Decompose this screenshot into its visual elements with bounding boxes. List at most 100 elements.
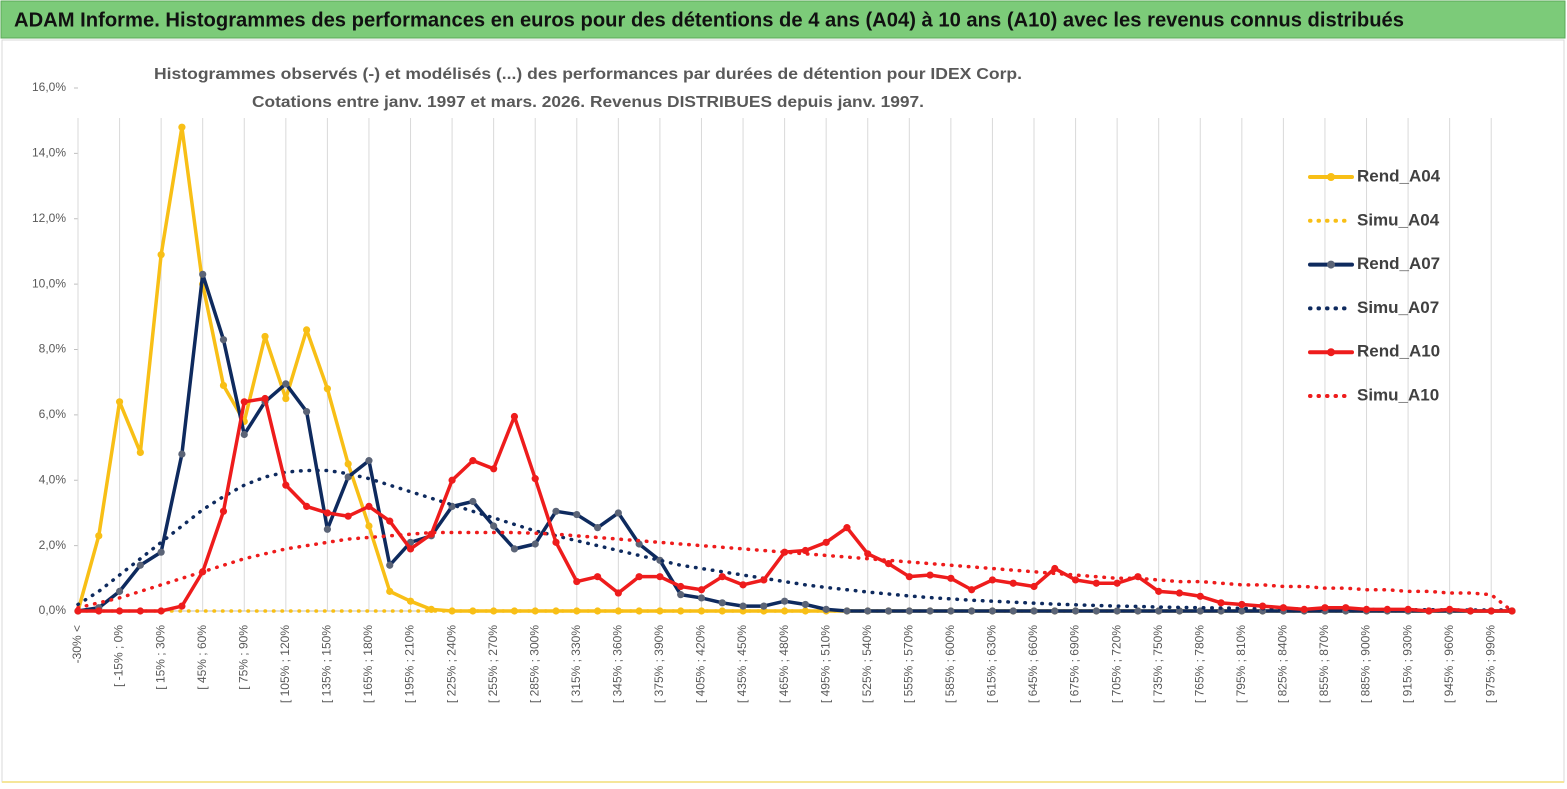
point-marker bbox=[1113, 607, 1121, 615]
x-tick-label: [ 645% ; 660% bbox=[1026, 625, 1040, 703]
point-marker bbox=[864, 607, 872, 615]
x-tick-label: [ 105% ; 120% bbox=[278, 625, 292, 703]
x-tick-label: [ 495% ; 510% bbox=[818, 625, 832, 703]
point-marker bbox=[801, 600, 809, 609]
point-marker bbox=[157, 607, 165, 615]
x-tick-label: [ 945% ; 960% bbox=[1442, 625, 1456, 703]
point-marker bbox=[261, 332, 269, 341]
point-marker bbox=[1466, 607, 1475, 615]
point-marker bbox=[926, 571, 934, 579]
point-marker bbox=[365, 457, 373, 465]
point-marker bbox=[1362, 605, 1371, 613]
point-marker bbox=[947, 607, 955, 615]
point-marker bbox=[677, 582, 685, 591]
point-marker bbox=[905, 607, 913, 615]
x-tick-label: [ 435% ; 450% bbox=[735, 625, 749, 703]
point-marker bbox=[323, 525, 331, 533]
point-marker bbox=[303, 502, 311, 510]
point-marker bbox=[1175, 607, 1184, 615]
x-tick-label: [ 465% ; 480% bbox=[777, 625, 791, 703]
point-marker bbox=[1092, 579, 1100, 587]
point-marker bbox=[344, 512, 352, 520]
point-marker bbox=[282, 380, 290, 388]
y-tick-label: 10,0% bbox=[32, 276, 66, 290]
point-marker bbox=[697, 607, 706, 615]
point-marker bbox=[1425, 607, 1433, 615]
x-tick-label: [ 765% ; 780% bbox=[1192, 625, 1206, 703]
x-tick-label: [ 615% ; 630% bbox=[985, 625, 999, 703]
legend-marker bbox=[1327, 260, 1335, 269]
point-marker bbox=[95, 607, 103, 615]
x-tick-label: [ 795% ; 810% bbox=[1234, 625, 1248, 703]
point-marker bbox=[178, 123, 186, 131]
y-tick-label: 16,0% bbox=[32, 80, 66, 94]
x-tick-label: [ 75% ; 90% bbox=[236, 625, 250, 690]
point-marker bbox=[864, 550, 872, 558]
point-marker bbox=[1175, 589, 1184, 597]
point-marker bbox=[1404, 605, 1412, 613]
point-marker bbox=[323, 509, 331, 517]
point-marker bbox=[1051, 564, 1059, 573]
point-marker bbox=[988, 607, 997, 615]
point-marker bbox=[656, 607, 664, 615]
point-marker bbox=[386, 587, 394, 595]
point-marker bbox=[1487, 607, 1495, 615]
point-marker bbox=[115, 587, 124, 595]
point-marker bbox=[157, 548, 165, 556]
x-tick-label: [ 15% ; 30% bbox=[153, 625, 167, 690]
point-marker bbox=[1238, 600, 1246, 609]
point-marker bbox=[614, 607, 622, 615]
point-marker bbox=[178, 450, 186, 458]
header-title: ADAM Informe. Histogrammes des performan… bbox=[14, 9, 1404, 31]
legend-label: Simu_A10 bbox=[1357, 385, 1439, 404]
point-marker bbox=[386, 561, 394, 569]
point-marker bbox=[593, 524, 602, 532]
point-marker bbox=[697, 594, 706, 602]
x-tick-label: [ 405% ; 420% bbox=[694, 625, 708, 703]
point-marker bbox=[469, 607, 477, 615]
chart-title: Histogrammes observés (-) et modélisés (… bbox=[154, 66, 1022, 83]
y-tick-label: 2,0% bbox=[39, 538, 67, 552]
point-marker bbox=[1155, 607, 1163, 615]
point-marker bbox=[282, 481, 290, 489]
point-marker bbox=[801, 607, 809, 615]
point-marker bbox=[510, 607, 519, 615]
point-marker bbox=[1508, 607, 1516, 615]
x-tick-label: [ 45% ; 60% bbox=[195, 625, 209, 690]
point-marker bbox=[490, 522, 498, 530]
point-marker bbox=[573, 510, 581, 519]
point-marker bbox=[365, 522, 373, 530]
point-marker bbox=[843, 607, 851, 615]
y-tick-label: 6,0% bbox=[39, 407, 67, 421]
point-marker bbox=[1134, 607, 1142, 615]
x-tick-label: [ 225% ; 240% bbox=[444, 625, 458, 703]
model-line bbox=[76, 530, 1514, 613]
point-marker bbox=[760, 576, 768, 584]
point-marker bbox=[1259, 602, 1267, 610]
point-marker bbox=[282, 394, 290, 403]
point-marker bbox=[760, 602, 768, 610]
point-marker bbox=[199, 270, 207, 278]
point-marker bbox=[115, 607, 124, 615]
point-marker bbox=[510, 545, 519, 553]
point-marker bbox=[531, 607, 539, 615]
point-marker bbox=[136, 561, 144, 569]
point-marker bbox=[1071, 576, 1080, 584]
point-marker bbox=[614, 589, 622, 597]
legend-label: Rend_A10 bbox=[1357, 342, 1440, 361]
point-marker bbox=[1113, 579, 1121, 587]
point-marker bbox=[884, 560, 893, 568]
point-marker bbox=[157, 251, 165, 259]
x-tick-label: [ 885% ; 900% bbox=[1359, 625, 1373, 703]
point-marker bbox=[1071, 607, 1080, 615]
point-marker bbox=[1155, 587, 1163, 595]
point-marker bbox=[303, 326, 311, 334]
point-marker bbox=[1196, 607, 1204, 615]
point-marker bbox=[406, 597, 415, 605]
x-tick-label: [ 555% ; 570% bbox=[901, 625, 915, 703]
legend-label: Simu_A04 bbox=[1357, 210, 1440, 229]
point-marker bbox=[531, 540, 539, 548]
point-marker bbox=[635, 573, 643, 581]
header-bar bbox=[0, 0, 1566, 39]
point-marker bbox=[1092, 607, 1100, 615]
